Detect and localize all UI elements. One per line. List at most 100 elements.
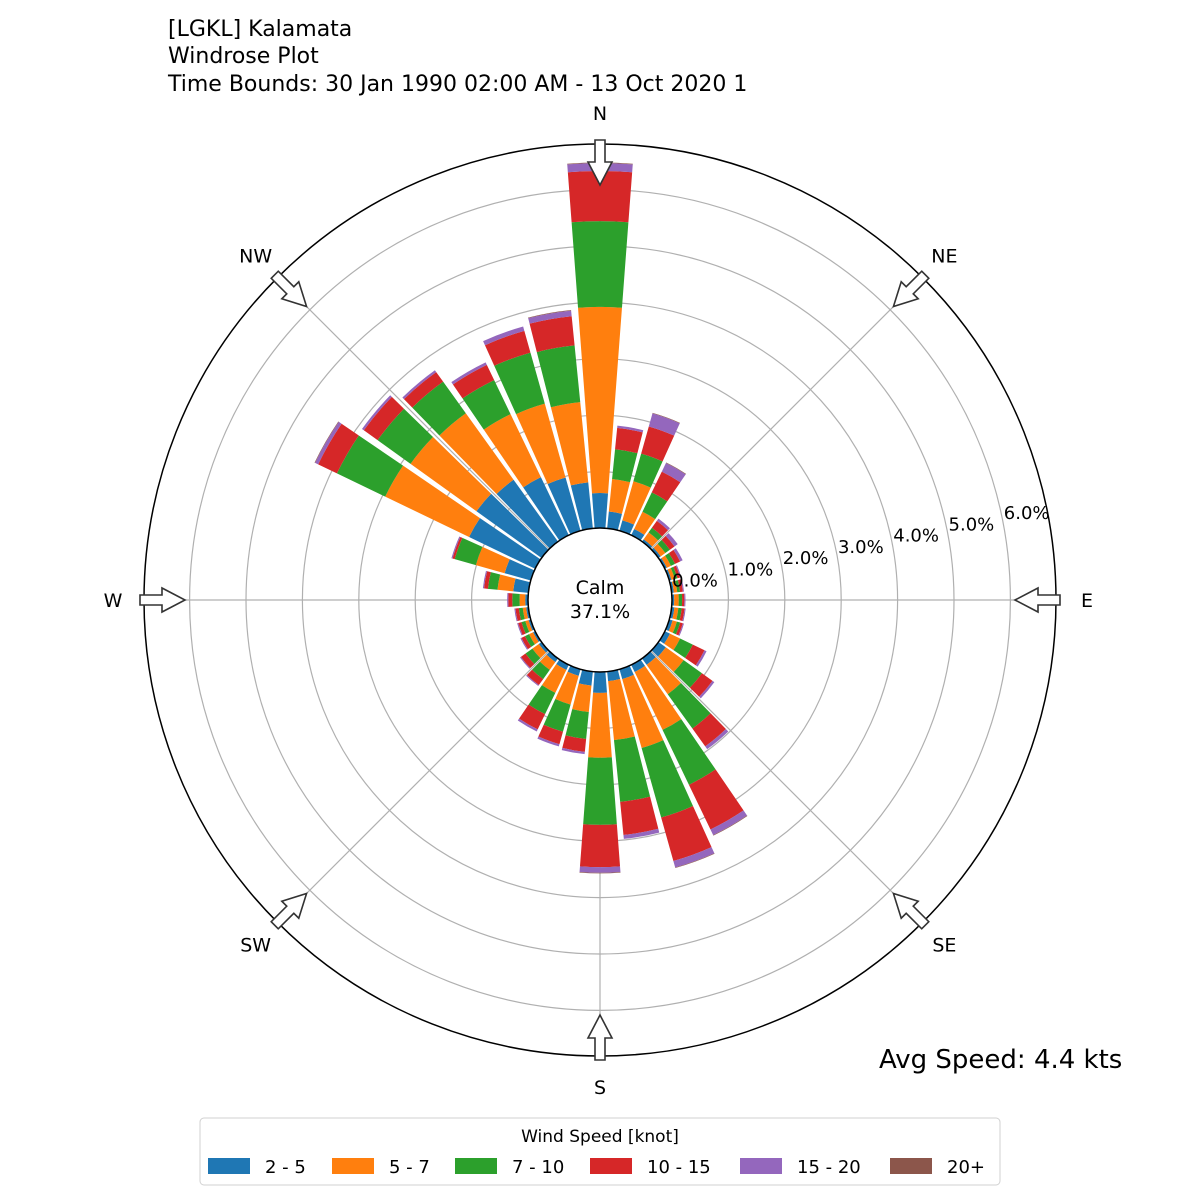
bar-segment: [612, 449, 638, 483]
direction-label-e: E: [1081, 590, 1093, 612]
bar-segment: [516, 403, 566, 485]
bar-segment: [673, 660, 702, 688]
legend-swatch: [590, 1158, 632, 1174]
bar-segment: [651, 642, 666, 657]
title-time-bounds: Time Bounds: 30 Jan 1990 02:00 AM - 13 O…: [167, 72, 747, 97]
bar-segment: [528, 310, 572, 324]
bar-segment: [538, 724, 563, 745]
legend-swatch: [455, 1158, 497, 1174]
bar-segment: [646, 657, 682, 695]
bar-segment: [622, 481, 651, 525]
bar-segment: [452, 364, 495, 399]
bar-segment: [494, 352, 545, 415]
bar-segment: [525, 620, 533, 632]
bar-segment: [523, 477, 569, 541]
legend-swatch: [208, 1158, 250, 1174]
bar-segment: [543, 699, 571, 732]
bar-segment: [642, 651, 656, 665]
bar-segment: [651, 520, 669, 537]
bar-segment: [675, 565, 682, 578]
bar-segment: [517, 718, 538, 732]
arrow-shape: [892, 270, 930, 308]
bar-segment: [688, 769, 744, 830]
bar-segment: [524, 634, 535, 647]
bar-segment: [631, 659, 646, 672]
bar-segment: [651, 471, 681, 502]
bar-segment: [538, 642, 549, 653]
bar-segment: [528, 685, 556, 715]
bar-segment: [661, 535, 675, 550]
bar-segment: [451, 536, 461, 559]
bar-segment: [528, 310, 572, 319]
arrow-shape: [586, 1013, 614, 1061]
bar-segment: [412, 381, 466, 436]
bar-segment: [622, 674, 664, 749]
bar-segment: [402, 370, 437, 400]
bar-segment: [613, 736, 651, 802]
radial-tick-label: 1.0%: [727, 559, 773, 580]
legend-swatch: [890, 1158, 932, 1174]
arrow-shape: [1013, 586, 1061, 614]
bar-segment: [665, 619, 673, 632]
calm-label: Calm: [576, 577, 625, 599]
title-plot-type: Windrose Plot: [168, 44, 319, 69]
bar-segment: [497, 574, 516, 592]
bar-segment: [539, 654, 556, 670]
radial-tick-label: 5.0%: [949, 514, 995, 535]
bar-segment: [504, 559, 535, 581]
bar-segment: [579, 824, 621, 868]
bar-segment: [483, 326, 525, 346]
bar-segment: [678, 623, 684, 636]
bar-segment: [664, 633, 681, 651]
legend-label: 10 - 15: [647, 1157, 711, 1178]
bar-segment: [482, 570, 488, 589]
bar-segment: [675, 622, 683, 636]
bar-segment: [518, 607, 525, 621]
bar-segment: [517, 622, 523, 636]
bar-segment: [665, 533, 678, 547]
bar-segment: [454, 537, 483, 566]
bar-segment: [377, 408, 434, 464]
bar-segment: [685, 644, 705, 666]
bar-segment: [403, 372, 444, 408]
bar-segment: [699, 680, 715, 699]
bar-segment: [657, 539, 670, 554]
bar-segment: [567, 170, 633, 223]
bar-segment: [451, 362, 487, 385]
bar-segment: [507, 593, 509, 607]
bar-segment: [619, 520, 635, 535]
bar-segment: [546, 651, 558, 663]
calm-value: 37.1%: [570, 601, 630, 623]
bar-segment: [578, 306, 622, 494]
bar-segment: [668, 620, 677, 633]
bar-segment: [529, 632, 539, 645]
bar-segment: [475, 546, 510, 574]
bar-segment: [657, 647, 684, 672]
bar-segment: [672, 607, 679, 620]
bar-segment: [452, 536, 463, 560]
direction-markers: N NE E SE S SW W NW: [104, 103, 1093, 1099]
legend-box: [199, 1117, 1001, 1186]
direction-arrow-icon: [270, 270, 308, 308]
bars-group: [314, 162, 748, 874]
bar-segment: [519, 593, 526, 607]
bar-segment: [531, 661, 550, 680]
avg-speed-label: Avg Speed: 4.4 kts: [879, 1045, 1122, 1075]
bar-segment: [615, 427, 643, 454]
bar-segment: [519, 704, 546, 730]
bar-segment: [648, 413, 680, 436]
bar-segment: [512, 593, 520, 607]
legend-label: 5 - 7: [389, 1157, 430, 1178]
bar-segment: [578, 669, 593, 686]
direction-arrow-icon: [139, 586, 187, 614]
direction-arrow-icon: [1013, 586, 1061, 614]
direction-arrow-icon: [270, 892, 308, 930]
bar-segment: [678, 593, 683, 607]
grid-spoke: [277, 277, 550, 550]
bar-segment: [533, 631, 541, 642]
bar-segment: [674, 594, 679, 606]
bar-segment: [680, 579, 684, 592]
bar-segment: [673, 565, 681, 579]
bar-segment: [518, 622, 526, 635]
